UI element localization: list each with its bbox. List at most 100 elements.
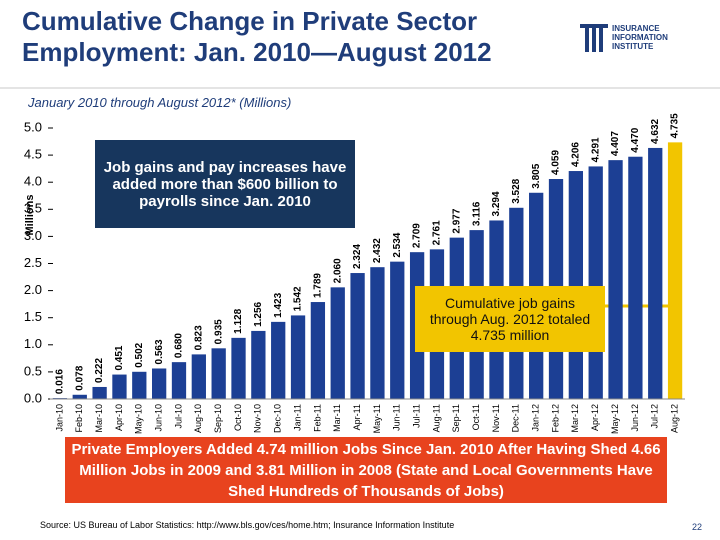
value-label: 3.116 (471, 201, 482, 226)
bar (211, 348, 226, 399)
value-label: 4.059 (551, 150, 562, 175)
value-label: 4.632 (650, 118, 661, 143)
bar (271, 321, 286, 399)
value-label: 0.935 (213, 319, 224, 344)
bar (290, 315, 306, 399)
logo-mark (580, 24, 608, 52)
bar (390, 261, 405, 399)
bar (370, 267, 385, 399)
value-label: 1.789 (313, 273, 324, 298)
banner: Private Employers Added 4.74 million Job… (65, 437, 667, 503)
logo-line: INFORMATION (612, 33, 668, 42)
x-tick-label: May-12 (610, 404, 620, 434)
y-tick-label: 3.5 (24, 201, 42, 216)
value-label: 4.206 (571, 142, 582, 167)
value-label: 0.502 (134, 342, 145, 367)
x-tick-label: Jun-11 (392, 404, 402, 431)
y-tick-label: 2.0 (24, 282, 42, 297)
x-tick-label: Mar-10 (94, 404, 104, 433)
x-tick-label: May-11 (372, 404, 382, 433)
bar (667, 142, 683, 399)
value-label: 2.432 (372, 238, 383, 263)
x-tick-label: Jul-11 (411, 404, 421, 428)
logo-line: INSTITUTE (612, 42, 654, 51)
y-tick-label: 0.5 (24, 363, 42, 378)
value-label: 2.534 (392, 232, 403, 257)
value-label: 4.735 (670, 113, 681, 138)
x-tick-label: Feb-10 (74, 404, 84, 433)
value-label: 4.407 (610, 131, 621, 156)
y-tick-label: 1.0 (24, 336, 42, 351)
bar (231, 337, 246, 399)
x-tick-label: Jan-12 (531, 404, 541, 432)
x-tick-label: Jan-11 (292, 404, 302, 431)
y-tick-label: 4.5 (24, 147, 42, 162)
x-tick-label: Apr-10 (114, 404, 124, 431)
x-tick-label: Apr-11 (352, 404, 362, 430)
bar (191, 354, 206, 399)
x-tick-label: Jul-10 (173, 404, 183, 429)
bar (608, 160, 623, 399)
bar (112, 374, 127, 399)
x-tick-label: Oct-11 (471, 404, 481, 430)
value-label: 0.451 (114, 345, 125, 370)
annotation: Job gains and pay increases have added m… (95, 140, 355, 228)
value-label: 2.709 (412, 223, 423, 248)
y-tick-label: 0.0 (24, 390, 42, 405)
value-label: 1.128 (233, 308, 244, 333)
x-tick-label: Feb-12 (550, 404, 560, 433)
x-tick-label: Sep-10 (213, 404, 223, 433)
y-axis-label: Millions (24, 195, 36, 236)
y-tick-label: 4.0 (24, 174, 42, 189)
x-tick-label: Jun-10 (154, 404, 164, 432)
x-tick-label: Apr-12 (590, 404, 600, 431)
bar (588, 166, 603, 399)
value-label: 0.680 (174, 333, 185, 358)
value-label: 2.060 (332, 258, 343, 283)
value-label: 3.805 (531, 163, 542, 188)
annotation: Cumulative job gains through Aug. 2012 t… (415, 286, 605, 352)
bar (350, 273, 365, 399)
y-tick-label: 5.0 (24, 119, 42, 134)
x-tick-label: Mar-11 (332, 404, 342, 432)
y-tick-label: 3.0 (24, 228, 42, 243)
value-label: 0.078 (74, 365, 85, 390)
value-label: 1.256 (253, 301, 264, 326)
x-tick-label: Aug-10 (193, 404, 203, 433)
value-label: 4.470 (630, 127, 641, 152)
value-label: 3.528 (511, 178, 522, 203)
x-tick-label: Sep-11 (451, 404, 461, 432)
x-tick-label: Jun-12 (630, 404, 640, 432)
chart-title: Cumulative Change in Private Sector Empl… (22, 6, 492, 67)
bar (330, 287, 345, 399)
bar (132, 371, 147, 399)
bar (310, 302, 326, 399)
source: Source: US Bureau of Labor Statistics: h… (40, 520, 455, 530)
x-tick-label: Nov-10 (253, 404, 263, 433)
x-tick-label: Dec-10 (273, 404, 283, 433)
bar (92, 386, 107, 399)
page-number: 22 (692, 522, 703, 532)
value-label: 0.823 (193, 325, 204, 350)
bar (251, 330, 266, 399)
y-tick-label: 2.5 (24, 255, 42, 270)
x-tick-label: Oct-10 (233, 404, 243, 431)
bar (628, 156, 643, 399)
value-label: 2.761 (432, 220, 443, 245)
logo-text: INSURANCE INFORMATION INSTITUTE (612, 24, 668, 51)
value-label: 1.423 (273, 292, 284, 317)
x-tick-label: Jul-12 (650, 404, 660, 429)
x-tick-label: May-10 (134, 404, 144, 434)
bar (648, 147, 663, 399)
x-tick-label: Dec-11 (511, 404, 521, 432)
value-label: 2.977 (451, 208, 462, 233)
bar (72, 394, 87, 399)
x-tick-label: Aug-11 (431, 404, 441, 432)
x-tick-label: Nov-11 (491, 404, 501, 432)
x-tick-label: Feb-11 (312, 404, 322, 432)
x-tick-label: Aug-12 (669, 404, 679, 433)
value-label: 0.222 (94, 358, 105, 383)
value-label: 1.542 (293, 286, 304, 311)
value-label: 0.016 (55, 369, 66, 394)
chart-subtitle: January 2010 through August 2012* (Milli… (28, 95, 292, 110)
